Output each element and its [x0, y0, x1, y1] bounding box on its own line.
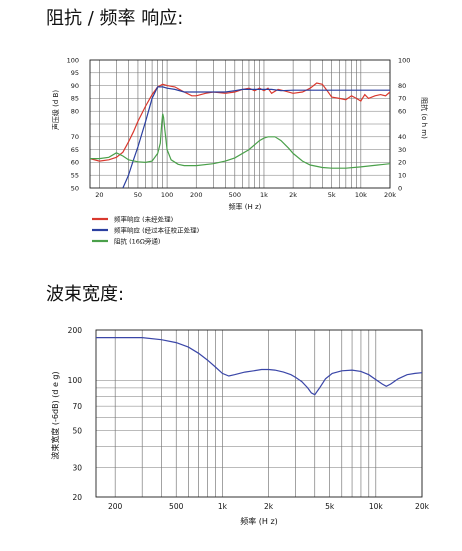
x-tick-label: 20k: [384, 191, 396, 199]
y2-tick-label: 20: [398, 159, 406, 167]
beamwidth-title: 波束宽度:: [46, 284, 125, 305]
x-tick-label: 10k: [369, 502, 384, 511]
response-title: 阻抗 / 频率 响应:: [46, 8, 184, 29]
legend-label-3: 阻抗 (16Ω旁通): [114, 236, 160, 245]
y-tick-label: 30: [72, 463, 82, 472]
legend-label-1: 频率响应 (未经处理): [114, 214, 173, 223]
x-tick-label: 500: [229, 191, 241, 199]
x-axis-label: 频率 (H z): [229, 202, 262, 211]
y-tick-label: 20: [72, 493, 82, 502]
y2-tick-label: 100: [398, 56, 410, 64]
y-tick-label: 70: [72, 402, 82, 411]
y-tick-label: 50: [71, 184, 79, 192]
beamwidth-line: [96, 337, 422, 396]
y-tick-label: 55: [71, 172, 79, 180]
y2-tick-label: 70: [398, 95, 406, 103]
y-tick-label: 85: [71, 95, 79, 103]
y-tick-label: 100: [68, 376, 83, 385]
frequency-impedance-chart: 50 55 60 65 70 80 85 90 95 100 0 10 20 30 40 60 70 80 100 2…: [51, 56, 429, 245]
plot-frame: [89, 59, 391, 189]
y-axis-label: 波束宽度 (-6dB) (d e g): [50, 371, 60, 459]
x-tick-label: 100: [161, 191, 173, 199]
y-tick-label: 65: [71, 146, 79, 154]
y-tick-label: 200: [68, 326, 83, 335]
y-axis-label: 声压级 (d B): [51, 90, 60, 130]
x-tick-label: 1k: [218, 502, 228, 511]
y-tick-label: 100: [67, 56, 79, 64]
series-line-2: [122, 86, 390, 188]
y-tick-label: 95: [71, 69, 79, 77]
x-tick-label: 200: [108, 502, 123, 511]
x-tick-label: 2k: [289, 191, 297, 199]
x-tick-label: 1k: [260, 191, 268, 199]
y-tick-label: 60: [71, 159, 79, 167]
series-line-3: [90, 113, 390, 169]
y-tick-label: 70: [71, 133, 79, 141]
x-tick-label: 10k: [355, 191, 367, 199]
x-tick-label: 2k: [264, 502, 274, 511]
y2-tick-label: 40: [398, 133, 406, 141]
y2-tick-label: 10: [398, 172, 406, 180]
beamwidth-chart: 20 30 50 70 100 200 200 500 1k 2k 5k 10k 20k 频率 (H z)…: [50, 326, 430, 526]
y2-tick-label: 0: [398, 184, 402, 192]
y-tick-label: 90: [71, 82, 79, 90]
x-tick-label: 50: [134, 191, 142, 199]
x-tick-label: 500: [169, 502, 184, 511]
x-tick-label: 20k: [415, 502, 430, 511]
x-tick-label: 5k: [325, 502, 335, 511]
x-tick-label: 200: [190, 191, 202, 199]
x-tick-label: 5k: [328, 191, 336, 199]
y2-tick-label: 30: [398, 146, 406, 154]
x-tick-label: 20: [95, 191, 103, 199]
plot-frame: [95, 329, 423, 498]
y2-axis-label: 阻抗 (o h m): [420, 97, 429, 139]
x-axis-label: 频率 (H z): [240, 516, 278, 526]
legend-label-2: 频率响应 (经过本征校正处理): [114, 225, 199, 234]
y2-tick-label: 60: [398, 108, 406, 116]
y-tick-label: 50: [72, 426, 82, 435]
y-tick-label: 80: [71, 108, 79, 116]
y2-tick-label: 80: [398, 82, 406, 90]
